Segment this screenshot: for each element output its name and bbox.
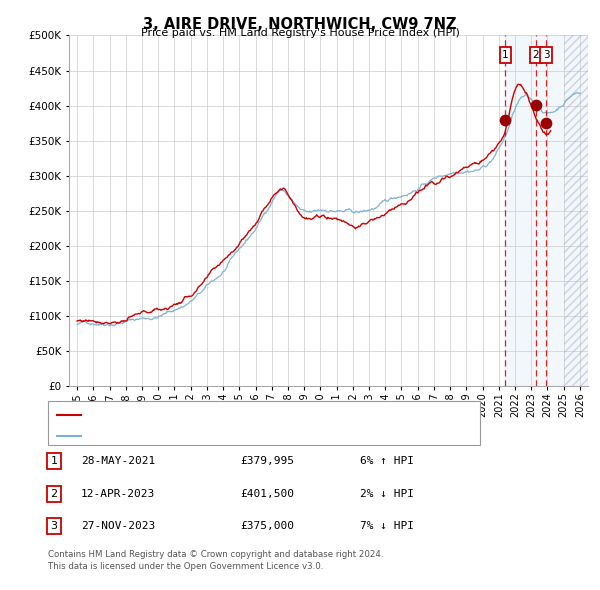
Point [531,100,541,109]
Text: Contains HM Land Registry data © Crown copyright and database right 2024.: Contains HM Land Registry data © Crown c… [48,550,383,559]
Text: 12-APR-2023: 12-APR-2023 [81,489,155,499]
Text: £379,995: £379,995 [240,457,294,466]
Text: £375,000: £375,000 [240,522,294,531]
Text: 27-NOV-2023: 27-NOV-2023 [81,522,155,531]
Text: Price paid vs. HM Land Registry's House Price Index (HPI): Price paid vs. HM Land Registry's House … [140,28,460,38]
Text: 7% ↓ HPI: 7% ↓ HPI [360,522,414,531]
Text: 2: 2 [532,50,539,60]
Text: This data is licensed under the Open Government Licence v3.0.: This data is licensed under the Open Gov… [48,562,323,571]
Text: 3, AIRE DRIVE, NORTHWICH, CW9 7NZ (detached house): 3, AIRE DRIVE, NORTHWICH, CW9 7NZ (detac… [85,411,379,420]
Text: 6% ↑ HPI: 6% ↑ HPI [360,457,414,466]
Text: 2% ↓ HPI: 2% ↓ HPI [360,489,414,499]
Text: 3: 3 [50,522,58,531]
Text: 1: 1 [50,457,58,466]
Text: 3, AIRE DRIVE, NORTHWICH, CW9 7NZ: 3, AIRE DRIVE, NORTHWICH, CW9 7NZ [143,17,457,31]
Text: 28-MAY-2021: 28-MAY-2021 [81,457,155,466]
Text: HPI: Average price, detached house, Cheshire West and Chester: HPI: Average price, detached house, Ches… [85,431,420,441]
Text: £401,500: £401,500 [240,489,294,499]
Point [541,119,551,128]
Point [500,115,510,124]
Bar [505,35,588,386]
Bar [563,35,588,386]
Text: 2: 2 [50,489,58,499]
Text: 1: 1 [502,50,509,60]
Text: 3: 3 [542,50,550,60]
